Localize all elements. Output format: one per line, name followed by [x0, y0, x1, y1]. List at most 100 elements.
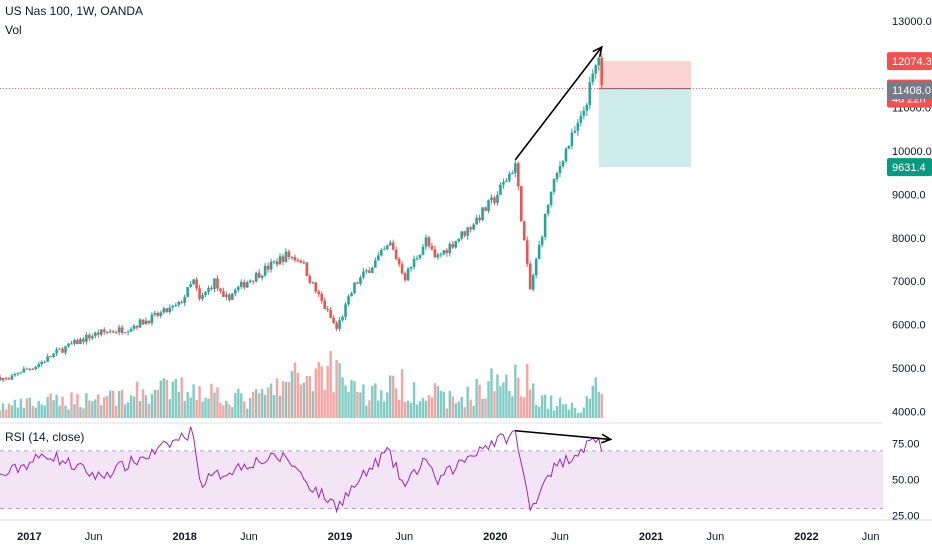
candle[interactable] — [141, 319, 145, 325]
candle[interactable] — [323, 300, 326, 309]
candle[interactable] — [394, 249, 398, 259]
candle[interactable] — [13, 374, 17, 376]
candle[interactable] — [344, 304, 347, 317]
candle[interactable] — [34, 366, 38, 370]
candle[interactable] — [540, 236, 544, 245]
candle[interactable] — [263, 265, 267, 276]
rsi-divergence-arrow[interactable] — [515, 429, 611, 441]
candle[interactable] — [278, 256, 282, 265]
candle[interactable] — [111, 331, 115, 333]
candle[interactable] — [326, 308, 329, 310]
candle[interactable] — [385, 245, 389, 250]
candle[interactable] — [7, 378, 11, 380]
candle[interactable] — [561, 161, 565, 167]
candle[interactable] — [108, 331, 112, 333]
candle[interactable] — [412, 258, 416, 267]
candle[interactable] — [305, 262, 309, 277]
candle[interactable] — [570, 132, 574, 146]
candle[interactable] — [329, 309, 332, 318]
candle[interactable] — [216, 278, 219, 289]
candle[interactable] — [430, 246, 434, 250]
candle[interactable] — [415, 258, 419, 260]
candle[interactable] — [239, 281, 243, 287]
candle[interactable] — [204, 291, 207, 296]
candle[interactable] — [165, 308, 169, 313]
candle[interactable] — [433, 249, 437, 258]
candle[interactable] — [272, 261, 276, 263]
candle[interactable] — [374, 260, 377, 268]
candle[interactable] — [505, 180, 508, 182]
candle[interactable] — [537, 244, 541, 259]
candle[interactable] — [254, 272, 258, 282]
candle[interactable] — [445, 250, 449, 254]
candle[interactable] — [153, 312, 157, 315]
candle[interactable] — [105, 331, 109, 333]
candle[interactable] — [120, 327, 124, 334]
candle[interactable] — [55, 349, 58, 354]
candle[interactable] — [159, 312, 163, 316]
candle[interactable] — [290, 256, 294, 258]
candle[interactable] — [481, 207, 484, 221]
candle[interactable] — [162, 308, 166, 313]
candle[interactable] — [573, 130, 577, 133]
candle[interactable] — [406, 268, 410, 281]
candle[interactable] — [138, 319, 142, 328]
candle[interactable] — [245, 282, 249, 288]
candle[interactable] — [397, 258, 401, 265]
candle[interactable] — [0, 377, 2, 381]
candle[interactable] — [528, 263, 532, 290]
candle[interactable] — [19, 372, 23, 374]
candle[interactable] — [67, 343, 70, 347]
candle[interactable] — [359, 277, 362, 284]
candle[interactable] — [517, 163, 520, 187]
candle[interactable] — [496, 194, 499, 203]
candle[interactable] — [49, 356, 52, 358]
candle[interactable] — [320, 293, 324, 301]
take-profit-zone[interactable] — [598, 88, 692, 168]
candle[interactable] — [302, 262, 306, 264]
candle[interactable] — [591, 73, 595, 83]
candle[interactable] — [597, 57, 601, 66]
candle[interactable] — [418, 254, 422, 259]
candle[interactable] — [94, 332, 97, 337]
candle[interactable] — [189, 284, 192, 288]
candle[interactable] — [466, 227, 469, 236]
candle[interactable] — [311, 282, 315, 284]
candle[interactable] — [382, 249, 386, 251]
candle[interactable] — [469, 227, 472, 230]
candle[interactable] — [183, 296, 186, 303]
candle[interactable] — [129, 328, 133, 332]
candle[interactable] — [61, 348, 64, 353]
candle[interactable] — [73, 339, 76, 344]
candle[interactable] — [543, 213, 547, 237]
candle[interactable] — [317, 291, 321, 294]
candle[interactable] — [79, 338, 82, 345]
candle[interactable] — [76, 339, 79, 345]
candle[interactable] — [257, 272, 261, 278]
candle[interactable] — [472, 224, 475, 230]
candle[interactable] — [156, 312, 160, 316]
candle[interactable] — [210, 287, 213, 290]
candle[interactable] — [588, 82, 592, 105]
candle[interactable] — [448, 244, 452, 254]
candle[interactable] — [269, 261, 273, 270]
candle[interactable] — [284, 251, 288, 262]
candle[interactable] — [70, 343, 73, 345]
candle[interactable] — [219, 288, 222, 292]
candle[interactable] — [463, 231, 466, 236]
candle[interactable] — [171, 305, 175, 308]
candle[interactable] — [388, 242, 392, 246]
candle[interactable] — [350, 293, 353, 297]
candle[interactable] — [281, 256, 285, 262]
candle[interactable] — [16, 373, 20, 375]
candle[interactable] — [421, 246, 425, 255]
candle[interactable] — [135, 325, 139, 328]
candle[interactable] — [22, 368, 26, 373]
candle[interactable] — [585, 104, 589, 111]
candle[interactable] — [546, 204, 550, 214]
candle[interactable] — [25, 368, 29, 370]
candle[interactable] — [403, 273, 407, 281]
candle[interactable] — [475, 217, 478, 225]
candle[interactable] — [308, 276, 312, 283]
